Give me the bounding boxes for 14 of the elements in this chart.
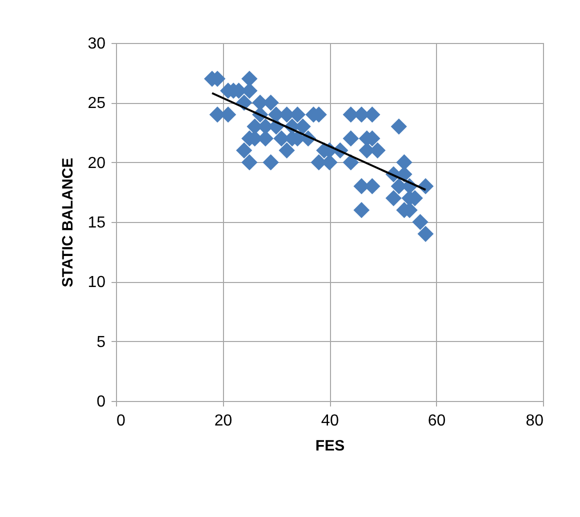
x-tick-label: 40: [321, 412, 339, 430]
y-tick-label: 0: [96, 394, 106, 410]
y-tick-label: 20: [88, 154, 106, 172]
y-tick-label: 10: [88, 274, 106, 292]
x-tick-label: 60: [428, 412, 446, 430]
x-tick-label: 0: [116, 412, 126, 430]
x-tick-label: 80: [526, 412, 544, 430]
x-tick-label: 20: [214, 412, 232, 430]
y-tick-label: 30: [88, 36, 106, 52]
y-tick-label: 25: [88, 95, 106, 112]
y-tick-label: 5: [96, 334, 106, 351]
y-axis-title: STATIC BALANCE: [60, 158, 77, 288]
x-axis-title: FES: [315, 438, 345, 454]
y-tick-label: 15: [88, 214, 106, 232]
